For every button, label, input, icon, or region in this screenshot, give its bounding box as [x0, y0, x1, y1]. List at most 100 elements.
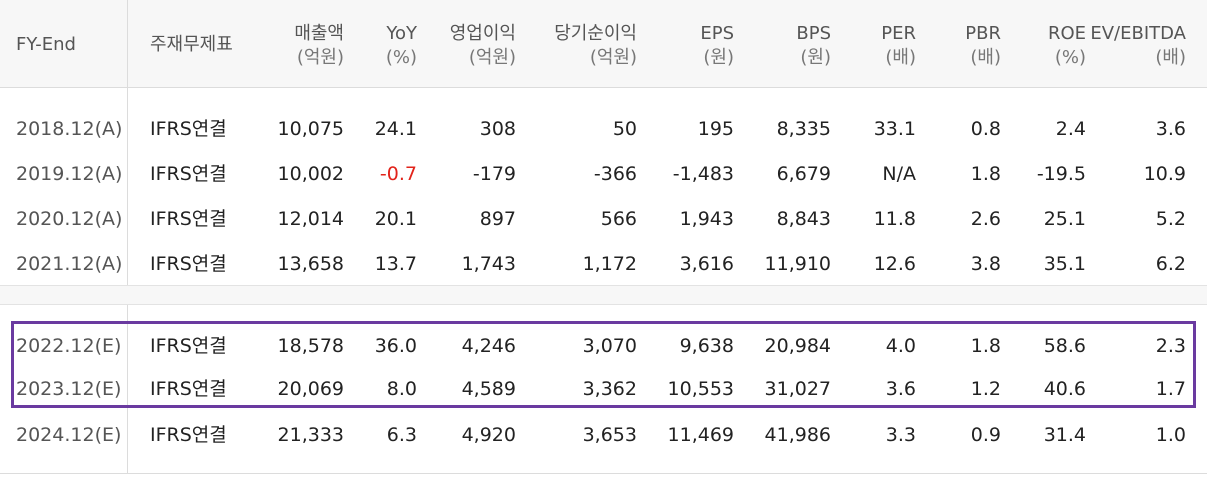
- cell-roe: 58.6: [1043, 335, 1086, 357]
- cell-roe: 31.4: [1043, 424, 1086, 446]
- cell-basis: IFRS연결: [150, 118, 227, 140]
- cell-roe: 35.1: [1043, 253, 1086, 275]
- header-ev-label: EV/EBITDA: [1090, 23, 1186, 44]
- cell-net: 3,070: [582, 335, 637, 357]
- cell-basis: IFRS연결: [150, 335, 227, 357]
- cell-bps: 8,335: [776, 118, 831, 140]
- cell-yoy: 13.7: [374, 253, 417, 275]
- cell-sales: 12,014: [277, 208, 344, 230]
- header-pbr-unit: (배): [970, 47, 1001, 68]
- highlight-box-2022-2023: [11, 321, 1196, 408]
- cell-roe: -19.5: [1036, 163, 1086, 185]
- header-sales-label: 매출액: [294, 23, 344, 44]
- cell-bps: 20,984: [764, 335, 831, 357]
- header-yoy-unit: (%): [385, 47, 417, 68]
- cell-yoy: 20.1: [374, 208, 417, 230]
- header-yoy-label: YoY: [386, 23, 417, 44]
- cell-op: 308: [479, 118, 516, 140]
- header-roe-label: ROE: [1047, 23, 1086, 44]
- cell-ev: 3.6: [1155, 118, 1186, 140]
- cell-fy_end: 2020.12(A): [16, 208, 123, 230]
- cell-basis: IFRS연결: [150, 163, 227, 185]
- cell-net: -366: [593, 163, 637, 185]
- cell-eps: 11,469: [667, 424, 734, 446]
- cell-yoy: 24.1: [374, 118, 417, 140]
- cell-net: 3,362: [582, 378, 637, 400]
- header-per-label: PER: [881, 23, 916, 44]
- cell-ev: 2.3: [1155, 335, 1186, 357]
- actual-estimate-separator: [0, 285, 1207, 305]
- cell-yoy: -0.7: [379, 163, 417, 185]
- cell-ev: 5.2: [1155, 208, 1186, 230]
- header-sales: 매출액 (억원): [294, 22, 344, 70]
- cell-net: 1,172: [582, 253, 637, 275]
- cell-per: N/A: [882, 163, 916, 185]
- cell-fy_end: 2024.12(E): [16, 424, 122, 446]
- cell-bps: 6,679: [776, 163, 831, 185]
- cell-per: 4.0: [885, 335, 916, 357]
- cell-ev: 10.9: [1143, 163, 1186, 185]
- header-ev-unit: (배): [1155, 47, 1186, 68]
- header-ev: EV/EBITDA (배): [1090, 22, 1186, 70]
- cell-per: 33.1: [873, 118, 916, 140]
- cell-eps: 1,943: [679, 208, 734, 230]
- table-header-background: [0, 0, 1207, 88]
- cell-per: 11.8: [873, 208, 916, 230]
- cell-pbr: 2.6: [970, 208, 1001, 230]
- header-per: PER (배): [881, 22, 916, 70]
- header-basis-label: 주재무제표: [150, 34, 233, 55]
- cell-sales: 21,333: [277, 424, 344, 446]
- header-sales-unit: (억원): [296, 47, 344, 68]
- header-bps: BPS (원): [796, 22, 831, 70]
- cell-eps: 195: [697, 118, 734, 140]
- cell-op: 4,920: [461, 424, 516, 446]
- cell-bps: 41,986: [764, 424, 831, 446]
- cell-per: 3.6: [885, 378, 916, 400]
- header-fy_end: FY-End: [16, 33, 76, 57]
- column-divider: [127, 0, 128, 474]
- cell-net: 50: [612, 118, 637, 140]
- cell-sales: 18,578: [277, 335, 344, 357]
- cell-ev: 6.2: [1155, 253, 1186, 275]
- cell-yoy: 8.0: [386, 378, 417, 400]
- header-pbr: PBR (배): [965, 22, 1001, 70]
- cell-eps: -1,483: [672, 163, 734, 185]
- header-net-label: 당기순이익: [554, 23, 637, 44]
- header-bps-label: BPS: [796, 23, 831, 44]
- table-bottom-border: [0, 473, 1207, 474]
- cell-per: 12.6: [873, 253, 916, 275]
- cell-yoy: 6.3: [386, 424, 417, 446]
- cell-per: 3.3: [885, 424, 916, 446]
- cell-pbr: 1.8: [970, 335, 1001, 357]
- header-op-unit: (억원): [468, 47, 516, 68]
- header-roe-unit: (%): [1054, 47, 1086, 68]
- cell-pbr: 1.2: [970, 378, 1001, 400]
- cell-fy_end: 2021.12(A): [16, 253, 123, 275]
- cell-basis: IFRS연결: [150, 208, 227, 230]
- header-bps-unit: (원): [800, 47, 831, 68]
- header-op: 영업이익 (억원): [450, 22, 516, 70]
- header-roe: ROE (%): [1048, 22, 1086, 70]
- header-eps-unit: (원): [703, 47, 734, 68]
- cell-eps: 10,553: [667, 378, 734, 400]
- cell-bps: 31,027: [764, 378, 831, 400]
- header-per-unit: (배): [885, 47, 916, 68]
- header-net-unit: (억원): [589, 47, 637, 68]
- header-pbr-label: PBR: [965, 23, 1001, 44]
- cell-sales: 20,069: [277, 378, 344, 400]
- cell-sales: 10,002: [277, 163, 344, 185]
- cell-roe: 40.6: [1043, 378, 1086, 400]
- cell-yoy: 36.0: [374, 335, 417, 357]
- cell-ev: 1.7: [1155, 378, 1186, 400]
- header-op-label: 영업이익: [449, 23, 516, 44]
- cell-basis: IFRS연결: [150, 424, 227, 446]
- header-eps-label: EPS: [700, 23, 734, 44]
- cell-eps: 9,638: [679, 335, 734, 357]
- cell-op: 897: [479, 208, 516, 230]
- header-net: 당기순이익 (억원): [554, 22, 637, 70]
- cell-ev: 1.0: [1155, 424, 1186, 446]
- cell-sales: 13,658: [277, 253, 344, 275]
- header-basis: 주재무제표: [150, 33, 233, 57]
- cell-roe: 25.1: [1043, 208, 1086, 230]
- cell-roe: 2.4: [1055, 118, 1086, 140]
